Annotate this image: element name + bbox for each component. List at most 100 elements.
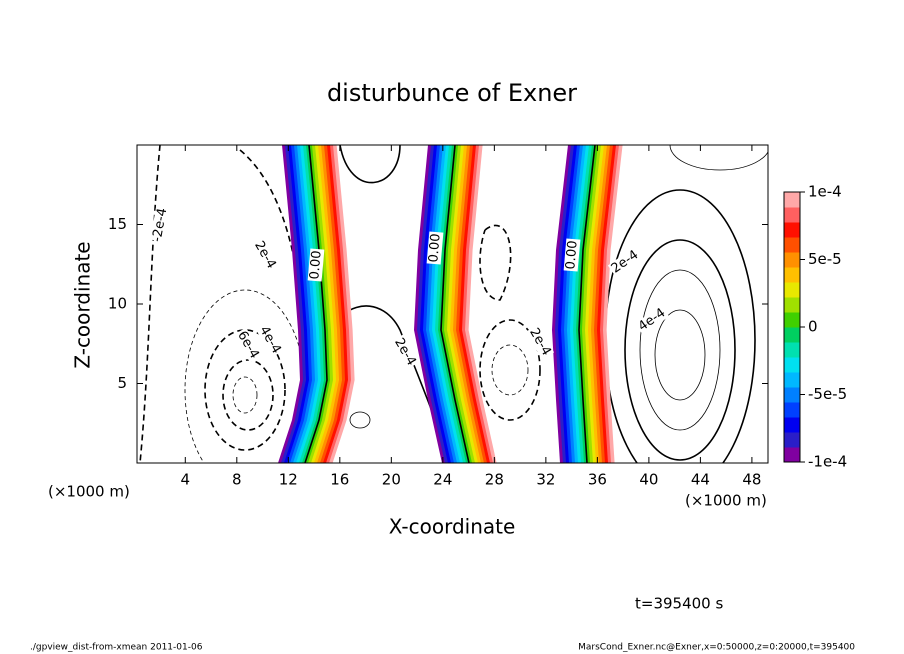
color-band (284, 145, 310, 463)
contour-label: 0.00 (426, 233, 443, 263)
colorbar-band (784, 312, 800, 328)
colorbar-band (784, 282, 800, 298)
color-band (329, 145, 355, 463)
colorbar-band (784, 387, 800, 403)
color-band (317, 145, 343, 463)
colorbar-tick-label: 1e-4 (808, 183, 842, 201)
label-bg (634, 305, 670, 335)
time-label: t=395400 s (635, 595, 723, 613)
y-tick-label: 10 (108, 295, 127, 313)
colorbar-band (784, 192, 800, 208)
color-band (441, 145, 473, 463)
zero-contour (440, 145, 470, 463)
color-band (432, 145, 464, 463)
color-band (465, 145, 497, 463)
x-tick-label: 16 (330, 471, 349, 489)
x-tick-label: 4 (181, 471, 191, 489)
color-band (567, 145, 587, 463)
color-band (579, 145, 599, 463)
color-band (320, 145, 346, 463)
color-band (453, 145, 485, 463)
colorbar-band (784, 402, 800, 418)
contour-field (139, 145, 768, 463)
colorbar-band (784, 357, 800, 373)
label-bg (607, 247, 643, 277)
color-band (323, 145, 349, 463)
color-band (281, 145, 307, 463)
color-band (585, 145, 605, 463)
x-tick-label: 48 (742, 471, 761, 489)
color-band (423, 145, 455, 463)
color-band (414, 145, 446, 463)
x-unit-label: (×1000 m) (48, 483, 130, 501)
colorbar-band (784, 372, 800, 388)
color-band (600, 145, 620, 463)
x-axis-label: X-coordinate (389, 515, 516, 539)
colorbar-band (784, 447, 800, 463)
color-band (594, 145, 614, 463)
y-tick-label: 15 (108, 215, 127, 233)
colorbar-band (784, 432, 800, 448)
color-band (296, 145, 322, 463)
x-tick-label: 36 (588, 471, 607, 489)
color-band (420, 145, 452, 463)
minor-positive-contours (349, 145, 768, 431)
zero-contour (578, 145, 596, 463)
x-tick-label: 32 (536, 471, 555, 489)
colorbar-band (784, 267, 800, 283)
color-band (591, 145, 611, 463)
color-band (305, 145, 331, 463)
color-band (456, 145, 488, 463)
x-tick-label: 44 (691, 471, 710, 489)
colorbar-tick-label: 5e-5 (808, 250, 842, 268)
color-band (429, 145, 461, 463)
colorbar-tick-label: -5e-5 (808, 385, 847, 403)
color-band (555, 145, 575, 463)
color-band (278, 145, 304, 463)
x-tick-label: 24 (433, 471, 452, 489)
x-tick-label: 28 (485, 471, 504, 489)
colorbar-band (784, 237, 800, 253)
colorbar-tick-label: -1e-4 (808, 453, 847, 471)
colorbar-tick-label: 0 (808, 318, 818, 336)
color-band (308, 145, 334, 463)
x-tick-label: 12 (279, 471, 298, 489)
color-band (561, 145, 581, 463)
color-band (588, 145, 608, 463)
color-band (444, 145, 476, 463)
color-band (311, 145, 337, 463)
label-bg (150, 208, 170, 242)
color-band (299, 145, 325, 463)
chart-title: disturbunce of Exner (327, 79, 577, 107)
colorbar-band (784, 297, 800, 313)
color-band (293, 145, 319, 463)
label-bg (233, 327, 263, 363)
y-axis-label: Z-coordinate (71, 241, 95, 368)
color-band (573, 145, 593, 463)
x-tick-label: 20 (382, 471, 401, 489)
colorbar-band (784, 252, 800, 268)
label-bg (525, 324, 555, 360)
label-bg (563, 238, 581, 272)
label-bg (255, 322, 285, 358)
x-tick-label: 8 (232, 471, 242, 489)
color-band (576, 145, 596, 463)
color-band (287, 145, 313, 463)
color-band (459, 145, 491, 463)
color-band (314, 145, 340, 463)
color-band (426, 145, 458, 463)
color-band (564, 145, 584, 463)
colorbar-band (784, 342, 800, 358)
label-bg (426, 231, 444, 265)
contour-label: 0.00 (563, 240, 580, 270)
zero-contour (304, 145, 328, 463)
color-band (447, 145, 479, 463)
contour-label: 0.00 (307, 250, 324, 280)
positive-contours (319, 145, 756, 463)
footer-right: MarsCond_Exner.nc@Exner,x=0:50000,z=0:20… (578, 643, 855, 653)
label-bg (390, 334, 420, 370)
color-band (435, 145, 467, 463)
colorbar-band (784, 207, 800, 223)
colorbar-band (784, 327, 800, 343)
